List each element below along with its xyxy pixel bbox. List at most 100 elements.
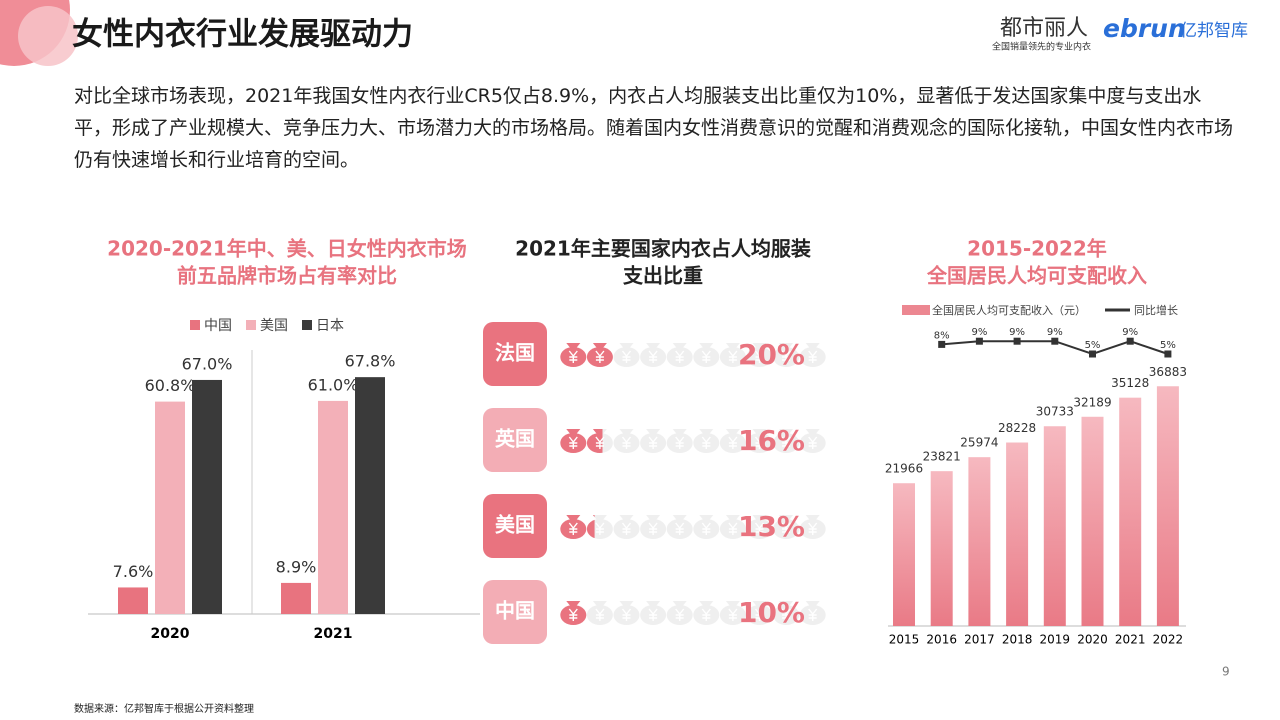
bag-icon: [566, 343, 581, 348]
bag-icon: [781, 608, 791, 621]
bar: [118, 587, 148, 614]
bag-icon: [595, 608, 605, 621]
legend-label: 全国居民人均可支配收入（元）: [932, 303, 1086, 317]
value-label: 20%: [738, 338, 805, 371]
bag-icon: [586, 433, 603, 453]
bag-icon: [728, 436, 738, 449]
x-tick-label: 2016: [926, 633, 957, 647]
bag-icon: [619, 515, 634, 520]
bag-icon: [805, 515, 820, 520]
bar: [281, 582, 311, 614]
bag-icon: [592, 515, 607, 520]
icon-fill: [560, 343, 613, 367]
bag-icon: [675, 608, 685, 621]
bag-icon: [646, 343, 661, 348]
bag-icon: [781, 522, 791, 535]
x-tick-label: 2018: [1002, 633, 1033, 647]
bag-icon: [779, 515, 794, 520]
bag-icon: [675, 436, 685, 449]
value-label: 9%: [971, 327, 987, 338]
bag-icon: [586, 519, 595, 539]
bag-icon: [595, 522, 605, 535]
x-tick-label: 2020: [151, 626, 190, 642]
brand-slogan: 全国销量领先的专业内衣: [992, 41, 1091, 53]
bag-icon: [648, 436, 658, 449]
icon-row: [560, 515, 826, 539]
legend-label: 美国: [260, 318, 288, 334]
bar: [355, 377, 385, 614]
bag-icon: [619, 429, 634, 434]
x-tick-label: 2019: [1040, 633, 1071, 647]
value-label: 9%: [1009, 327, 1025, 338]
bar: [318, 400, 348, 614]
value-label: 32189: [1073, 395, 1111, 409]
category-box: [483, 322, 547, 386]
chart-title: 2021年主要国家内衣占人均服装: [515, 237, 811, 261]
bag-icon: [725, 343, 740, 348]
bag-icon: [781, 436, 791, 449]
value-label: 8%: [934, 330, 950, 341]
legend-swatch: [302, 320, 312, 330]
bag-icon: [595, 436, 603, 449]
legend-swatch: [902, 305, 930, 315]
bag-icon: [728, 522, 738, 535]
value-label: 8.9%: [276, 557, 317, 576]
chart-title: 全国居民人均可支配收入: [926, 264, 1147, 288]
category-box: [483, 494, 547, 558]
legend-swatch: [190, 320, 200, 330]
chart-title: 支出比重: [623, 264, 703, 288]
bag-icon: [592, 515, 595, 518]
bag-icon: [621, 608, 632, 621]
line: [941, 340, 1169, 356]
category-label: 美国: [495, 513, 535, 537]
bag-icon: [781, 350, 791, 363]
bar: [893, 483, 915, 626]
bag-icon: [648, 608, 658, 621]
paragraph: 对比全球市场表现，2021年我国女性内衣行业CR5仅占8.9%，内衣占人均服装支…: [74, 85, 1234, 171]
value-label: 23821: [923, 450, 961, 464]
bag-icon: [779, 343, 794, 348]
bag-icon: [646, 429, 661, 434]
x-tick-label: 2015: [889, 633, 920, 647]
bag-icon: [808, 522, 818, 535]
bag-icon: [728, 608, 738, 621]
bag-icon: [805, 601, 820, 606]
value-label: 5%: [1085, 340, 1101, 351]
value-label: 67.0%: [182, 354, 233, 373]
value-label: 30733: [1036, 405, 1074, 419]
bag-icon: [568, 350, 578, 363]
value-label: 67.8%: [345, 352, 396, 371]
value-label: 13%: [738, 510, 805, 543]
bar: [1081, 416, 1104, 626]
bag-icon: [754, 522, 765, 535]
decoration: [18, 6, 78, 66]
source: 数据来源：亿邦智库于根据公开资料整理: [74, 702, 254, 715]
bar: [1043, 426, 1066, 626]
value-label: 35128: [1111, 376, 1149, 390]
bag-icon: [566, 515, 581, 520]
bag-icon: [566, 429, 581, 434]
category-label: 法国: [495, 341, 535, 365]
bar: [192, 379, 222, 614]
icon-fill: [560, 515, 595, 539]
bag-icon: [621, 350, 632, 363]
bag-icon: [808, 350, 818, 363]
legend-label: 中国: [204, 318, 232, 334]
bag-icon: [805, 343, 820, 348]
legend-label: 日本: [316, 318, 344, 334]
bag-icon: [752, 515, 767, 520]
icon-row: [560, 601, 826, 625]
x-tick-label: 2017: [964, 633, 995, 647]
bar: [1119, 397, 1142, 626]
bag-icon: [701, 350, 711, 363]
bag-icon: [725, 515, 740, 520]
legend-label: 同比增长: [1134, 303, 1178, 317]
value-label: 9%: [1047, 327, 1063, 338]
bag-icon: [568, 522, 578, 535]
value-label: 10%: [738, 596, 805, 629]
value-label: 61.0%: [308, 375, 359, 394]
bag-icon: [675, 522, 685, 535]
bag-icon: [699, 429, 714, 434]
